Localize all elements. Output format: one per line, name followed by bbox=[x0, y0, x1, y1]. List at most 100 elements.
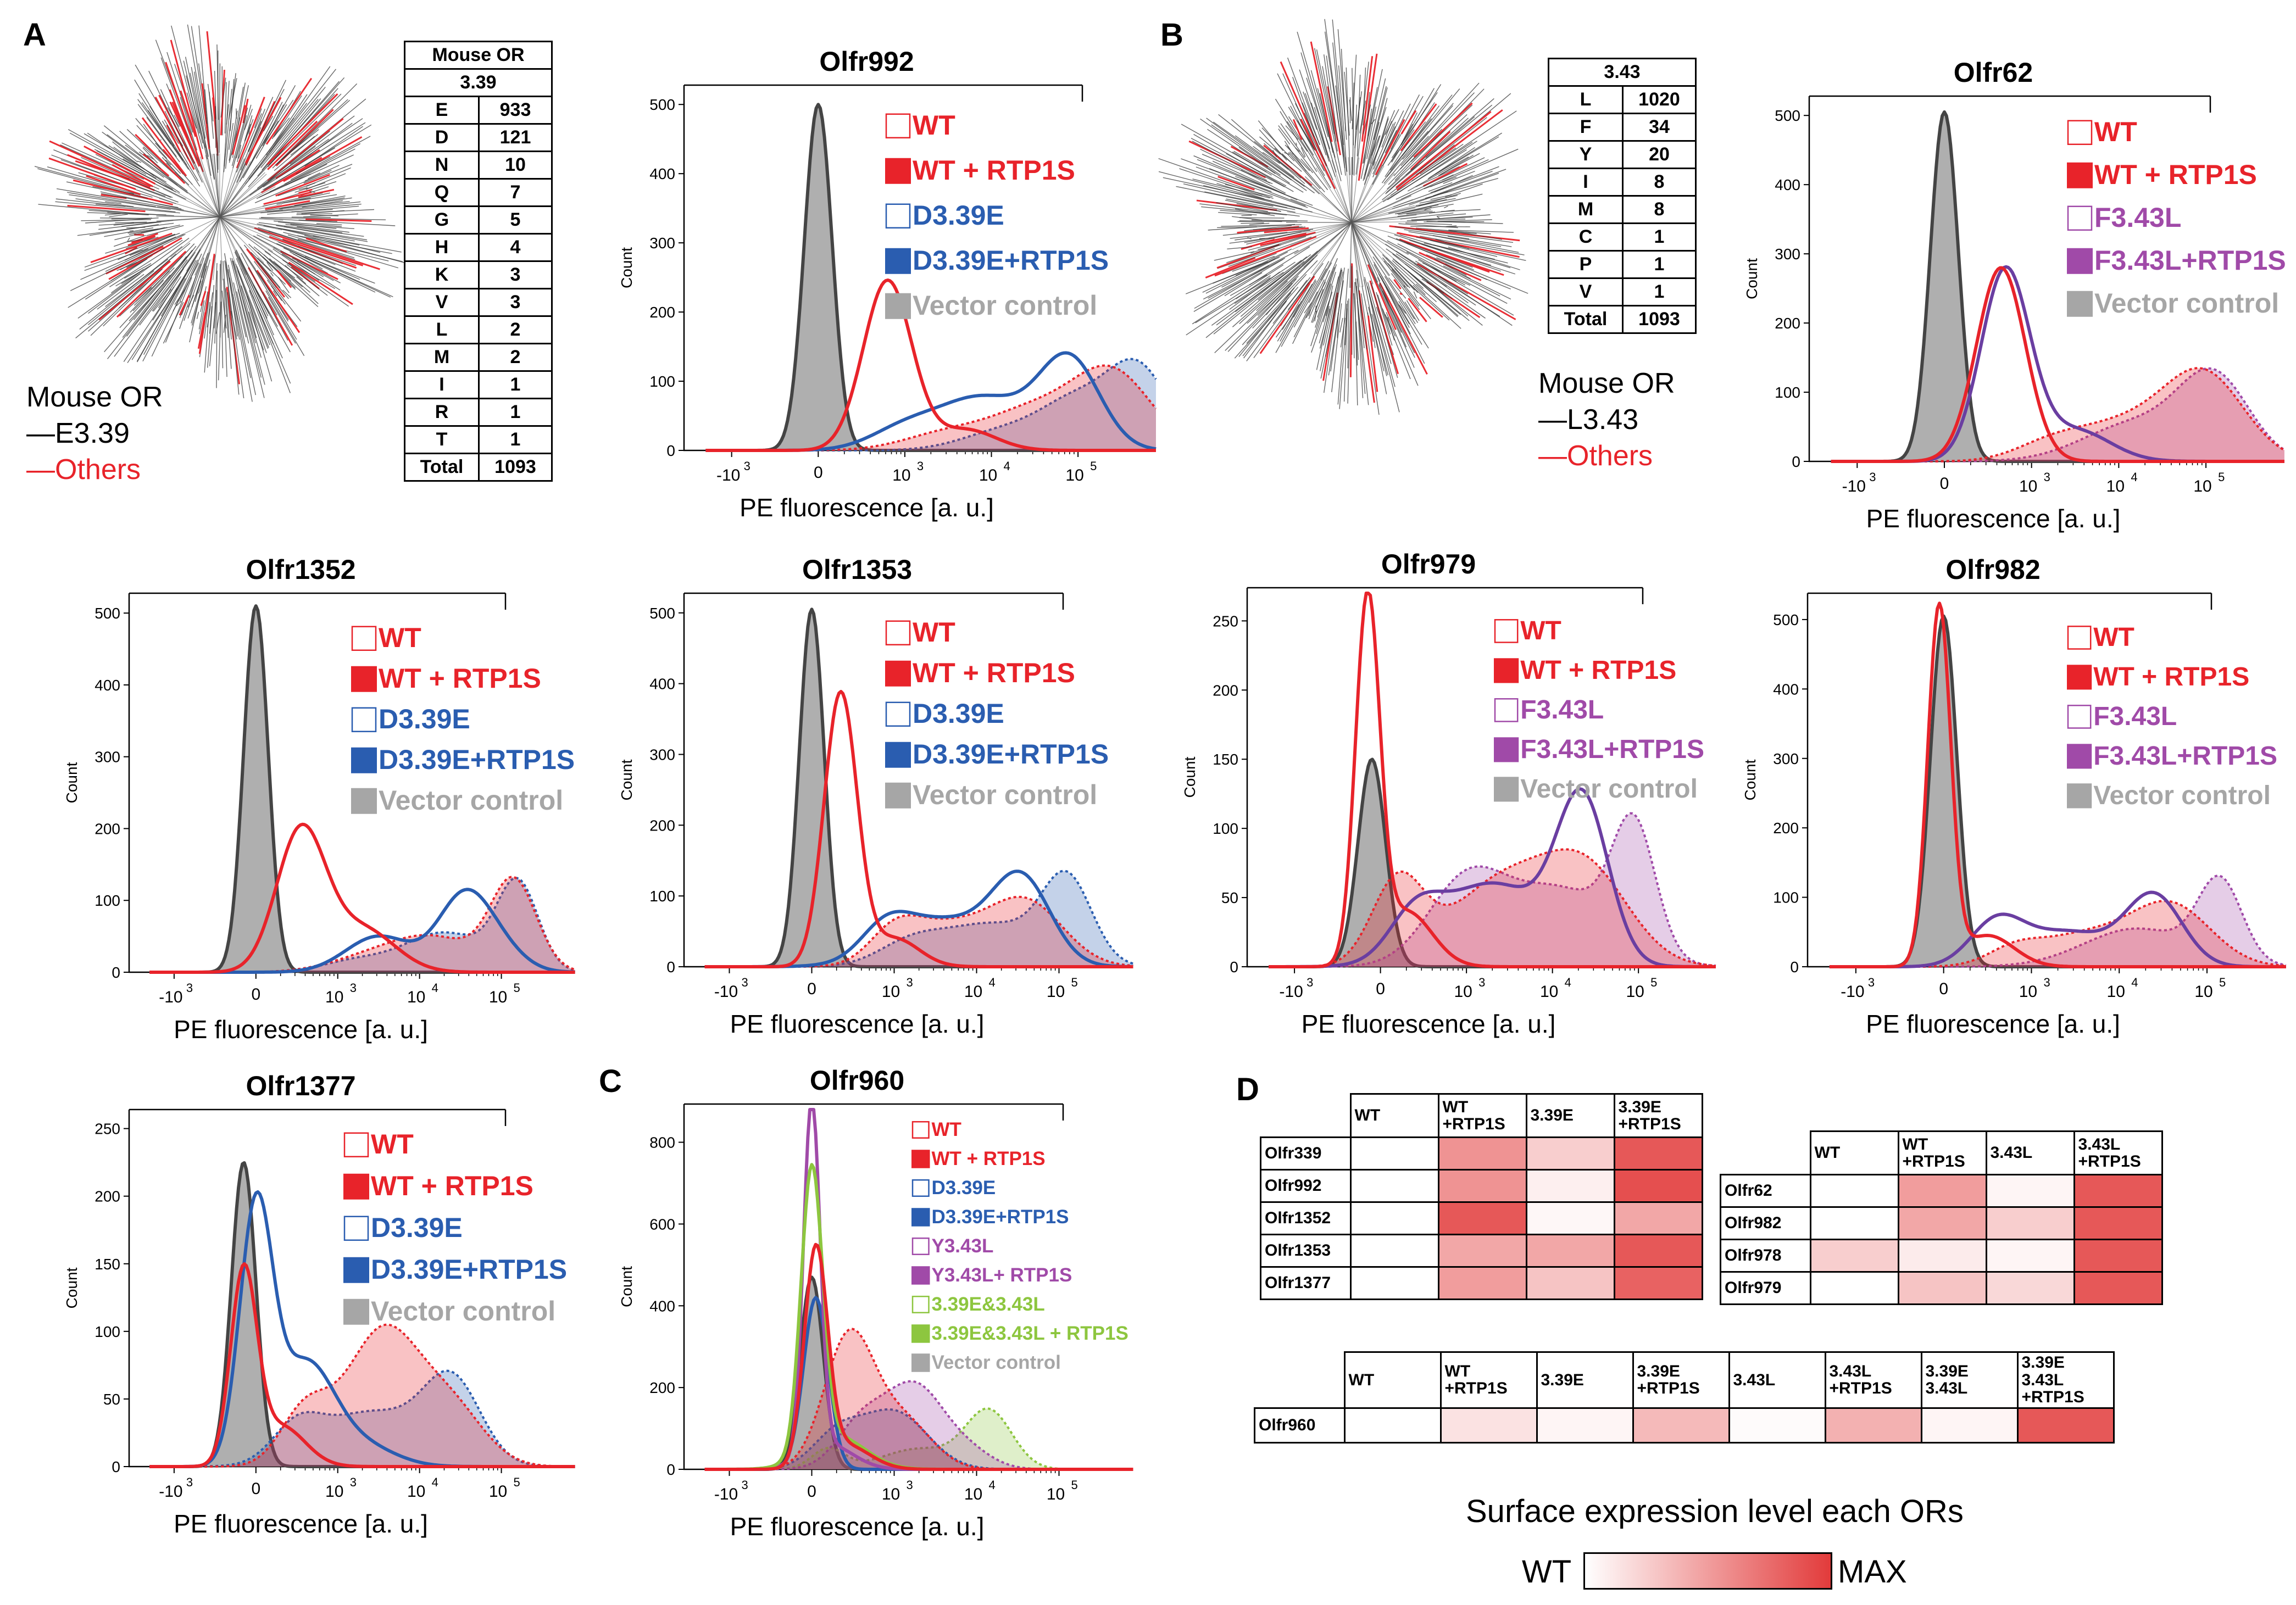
heatmap-cell bbox=[1920, 1407, 2019, 1444]
x-axis-label: PE fluorescence [a. u.] bbox=[1866, 504, 2121, 533]
legend-label: WT bbox=[2093, 623, 2134, 652]
table-a-count: 10 bbox=[478, 151, 553, 180]
tree-a-legend-others: —Others bbox=[26, 454, 141, 486]
series-line-wt bbox=[149, 876, 576, 973]
y-tick-label: 250 bbox=[1213, 612, 1238, 629]
y-tick-label: 100 bbox=[94, 1323, 120, 1340]
series-fill-wt bbox=[149, 877, 575, 972]
y-axis-label: Count bbox=[618, 759, 635, 800]
heatmap-cell bbox=[1437, 1169, 1527, 1203]
y-tick-label: 50 bbox=[103, 1391, 120, 1408]
heatmap-cell bbox=[1613, 1201, 1703, 1235]
y-axis-label: Count bbox=[1743, 258, 1760, 299]
table-a-residue: M bbox=[404, 343, 480, 372]
histogram-title: Olfr979 bbox=[1381, 549, 1476, 579]
x-tick-label: 10 bbox=[1540, 983, 1558, 1001]
heatmap-cell bbox=[1897, 1174, 1987, 1208]
legend-label: WT bbox=[1520, 616, 1561, 645]
y-tick-label: 100 bbox=[1213, 820, 1238, 837]
x-tick-label: 10 bbox=[1626, 983, 1644, 1001]
legend-swatch bbox=[911, 1353, 930, 1372]
heatmap-row-label: Olfr339 bbox=[1260, 1136, 1352, 1171]
x-tick-label: -10 bbox=[159, 1483, 182, 1501]
legend-swatch bbox=[351, 666, 377, 692]
heatmap-cell bbox=[1613, 1169, 1703, 1203]
y-tick-label: 150 bbox=[94, 1256, 120, 1273]
series-fill-wt bbox=[705, 365, 1156, 450]
x-tick-exponent: 3 bbox=[1868, 976, 1875, 989]
phylogenetic-tree-b bbox=[1158, 19, 1528, 415]
table-a-total-row: Total 1093 bbox=[404, 453, 553, 482]
table-a-residue: H bbox=[404, 233, 480, 262]
x-tick-label: 10 bbox=[325, 1483, 343, 1501]
x-tick-exponent: 4 bbox=[989, 1478, 996, 1492]
heatmap-cell bbox=[1437, 1201, 1527, 1235]
heatmap-header-row: WT WT +RTP1S 3.39E 3.39E +RTP1S bbox=[1261, 1093, 1703, 1138]
y-tick-label: 500 bbox=[1773, 611, 1799, 628]
heatmap-column-header: 3.39E +RTP1S bbox=[1632, 1351, 1730, 1409]
table-a-count: 1 bbox=[478, 370, 553, 399]
legend-label: D3.39E+RTP1S bbox=[913, 245, 1109, 276]
heatmap-d339: WT WT +RTP1S 3.39E 3.39E +RTP1S Olfr339 Olfr9… bbox=[1260, 1093, 1703, 1300]
x-tick-exponent: 3 bbox=[1869, 470, 1876, 484]
legend-label: Vector control bbox=[371, 1296, 555, 1327]
series-line-wt-rtp1s bbox=[1831, 266, 2284, 463]
legend-label: Vector control bbox=[2093, 781, 2271, 810]
legend-label: F3.43L bbox=[2093, 702, 2177, 731]
legend-swatch bbox=[911, 1237, 930, 1255]
legend-label: D3.39E bbox=[932, 1177, 996, 1199]
y-axis-label: Count bbox=[1742, 759, 1759, 800]
heatmap-cell bbox=[2016, 1407, 2115, 1444]
x-tick-exponent: 3 bbox=[917, 459, 924, 473]
table-b-residue: L bbox=[1548, 85, 1624, 114]
legend-label: WT bbox=[932, 1119, 961, 1140]
y-tick-label: 250 bbox=[94, 1121, 120, 1138]
legend-swatch bbox=[2067, 665, 2092, 690]
heatmap-cell bbox=[1349, 1136, 1439, 1171]
series-fill-wt bbox=[704, 896, 1133, 967]
x-tick-exponent: 4 bbox=[989, 976, 996, 989]
table-b-count: 1020 bbox=[1622, 85, 1697, 114]
heatmap-row-label: Olfr62 bbox=[1720, 1174, 1811, 1208]
table-a-residue: L bbox=[404, 315, 480, 344]
x-tick-label: 10 bbox=[407, 988, 425, 1006]
series-line-wt-rtp1s bbox=[704, 690, 1133, 968]
legend-swatch bbox=[885, 620, 911, 645]
y-tick-label: 200 bbox=[1775, 315, 1800, 332]
legend-swatch bbox=[885, 158, 911, 184]
x-tick-exponent: 5 bbox=[1090, 459, 1097, 473]
legend-label: Y3.43L+ RTP1S bbox=[932, 1264, 1072, 1286]
x-tick-exponent: 4 bbox=[2131, 976, 2138, 989]
panel-label-d: D bbox=[1236, 1072, 1259, 1107]
heatmap-row-label: Olfr979 bbox=[1720, 1271, 1811, 1305]
legend-label: WT bbox=[913, 110, 955, 141]
y-tick-label: 400 bbox=[649, 676, 675, 693]
histogram-title: Olfr960 bbox=[810, 1065, 904, 1096]
legend-swatch bbox=[1494, 698, 1519, 722]
heatmap-column-header: WT bbox=[1809, 1130, 1899, 1175]
x-tick-label: 10 bbox=[325, 988, 343, 1006]
y-tick-label: 500 bbox=[94, 605, 120, 622]
legend-label: WT + RTP1S bbox=[371, 1171, 533, 1201]
y-axis-label: Count bbox=[63, 1267, 80, 1308]
tree-b-legend-others: —Others bbox=[1538, 440, 1653, 472]
table-b-total-value: 1093 bbox=[1622, 305, 1697, 334]
table-a-count: 7 bbox=[478, 178, 553, 207]
y-tick-label: 300 bbox=[1773, 750, 1799, 767]
x-axis-label: PE fluorescence [a. u.] bbox=[740, 493, 994, 522]
x-tick-label: 10 bbox=[2106, 477, 2125, 495]
table-a-count: 1 bbox=[478, 398, 553, 427]
legend-swatch bbox=[351, 747, 377, 773]
series-fill-f3-43l bbox=[1829, 876, 2286, 967]
x-tick-label: 10 bbox=[1047, 983, 1065, 1001]
heatmap-row: Olfr982 bbox=[1720, 1206, 2163, 1240]
table-a-total-label: Total bbox=[404, 453, 480, 482]
table-a-total-value: 1093 bbox=[478, 453, 553, 482]
table-b-count: 34 bbox=[1622, 113, 1697, 142]
x-tick-exponent: 5 bbox=[514, 1475, 520, 1489]
x-axis-label: PE fluorescence [a. u.] bbox=[730, 1512, 985, 1541]
